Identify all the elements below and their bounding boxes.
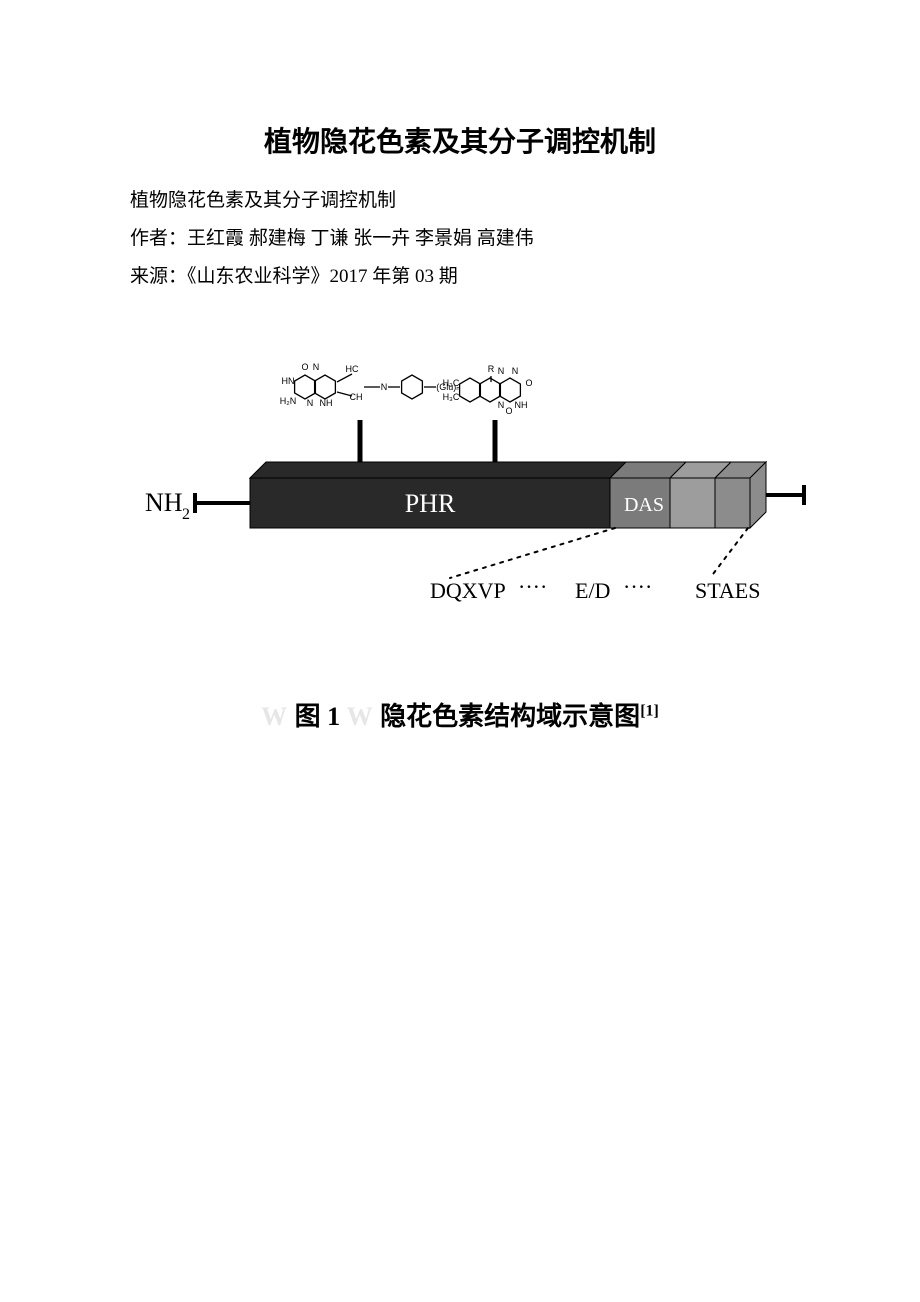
svg-text:STAES: STAES <box>695 578 760 603</box>
figure-caption-ref: [1] <box>640 702 659 719</box>
svg-text:H₃C: H₃C <box>443 378 460 388</box>
svg-text:H₃C: H₃C <box>443 392 460 402</box>
authors-text: 王红霞 郝建梅 丁谦 张一卉 李景娟 高建伟 <box>187 228 534 249</box>
svg-text:O: O <box>301 362 308 372</box>
svg-text:2: 2 <box>182 506 190 523</box>
authors-label: 作者： <box>130 228 187 249</box>
svg-text:N: N <box>512 366 519 376</box>
watermark-glyph: W <box>347 702 374 731</box>
figure-1: NH2COOHPHRDASHCCHN(Glu)ₙHNH₂NNNHNOH₃CH₃C… <box>130 308 790 733</box>
svg-text:N: N <box>498 400 505 410</box>
svg-text:N: N <box>498 366 505 376</box>
svg-text:NH: NH <box>145 488 183 517</box>
svg-text:····: ···· <box>623 574 652 599</box>
svg-text:HN: HN <box>282 376 295 386</box>
svg-text:CH: CH <box>350 392 363 402</box>
svg-text:R: R <box>488 364 495 374</box>
svg-text:N: N <box>307 398 314 408</box>
figure-number: 图 1 <box>295 702 341 731</box>
figure-caption-text: 隐花色素结构域示意图 <box>380 702 640 731</box>
figure-caption: W 图 1 W 隐花色素结构域示意图[1] <box>130 696 790 733</box>
svg-text:NH: NH <box>320 398 333 408</box>
svg-text:····: ···· <box>518 574 547 599</box>
svg-text:NH: NH <box>515 400 528 410</box>
svg-text:HC: HC <box>346 364 359 374</box>
watermark-glyph: W <box>261 702 288 731</box>
article-subtitle: 植物隐花色素及其分子调控机制 <box>130 182 790 220</box>
svg-text:PHR: PHR <box>405 489 456 518</box>
svg-text:DQXVP: DQXVP <box>430 578 506 603</box>
structure-diagram: NH2COOHPHRDASHCCHN(Glu)ₙHNH₂NNNHNOH₃CH₃C… <box>130 308 810 688</box>
svg-text:E/D: E/D <box>575 578 610 603</box>
svg-text:N: N <box>313 362 320 372</box>
source-label: 来源： <box>130 266 187 287</box>
svg-text:N: N <box>381 382 388 392</box>
svg-text:H₂N: H₂N <box>280 396 297 406</box>
svg-text:O: O <box>525 378 532 388</box>
svg-text:DAS: DAS <box>624 494 664 516</box>
article-authors-line: 作者：王红霞 郝建梅 丁谦 张一卉 李景娟 高建伟 <box>130 220 790 258</box>
article-source-line: 来源：《山东农业科学》2017 年第 03 期 <box>130 258 790 296</box>
svg-text:O: O <box>505 406 512 416</box>
source-text: 《山东农业科学》2017 年第 03 期 <box>187 266 458 287</box>
article-title: 植物隐花色素及其分子调控机制 <box>130 120 790 160</box>
